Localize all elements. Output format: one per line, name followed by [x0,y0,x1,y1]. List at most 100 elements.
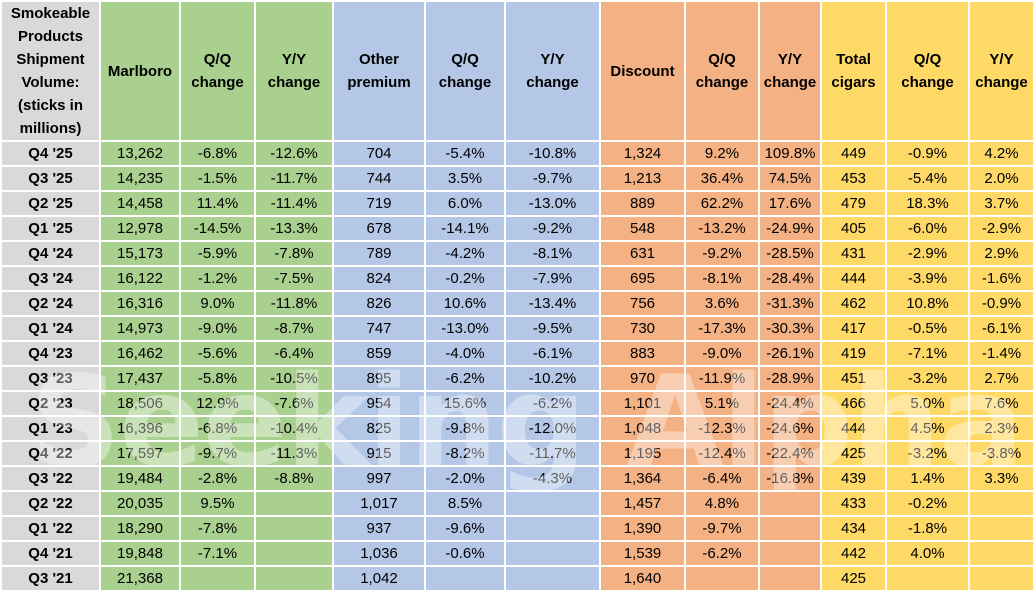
table-cell: -9.0% [686,342,758,365]
table-cell: -13.4% [506,292,599,315]
table-cell: 1,195 [601,442,684,465]
table-cell: -1.5% [181,167,254,190]
table-cell: -0.5% [887,317,968,340]
table-cell: -17.3% [686,317,758,340]
table-cell: 1,048 [601,417,684,440]
table-cell: 997 [334,467,424,490]
table-cell: -30.3% [760,317,820,340]
table-cell: 1,364 [601,467,684,490]
header-row: Smokeable Products Shipment Volume: (sti… [2,2,1033,140]
table-cell: -9.6% [426,517,504,540]
table-cell [506,542,599,565]
row-label: Q4 '21 [2,542,99,565]
table-cell [256,567,332,590]
table-cell: -9.5% [506,317,599,340]
table-cell: 1,457 [601,492,684,515]
row-label: Q2 '22 [2,492,99,515]
table-cell: -5.6% [181,342,254,365]
table-cell: -6.4% [686,467,758,490]
table-cell: 3.6% [686,292,758,315]
table-cell: 789 [334,242,424,265]
table-cell: 11.4% [181,192,254,215]
table-cell: -24.4% [760,392,820,415]
table-cell: 1,539 [601,542,684,565]
table-row: Q2 '23 18,506 12.9% -7.6% 954 15.6% -6.2% 1,101… [2,392,1033,415]
table-cell: 678 [334,217,424,240]
table-cell: -6.2% [506,392,599,415]
table-cell: -2.9% [970,217,1033,240]
table-cell: 3.3% [970,467,1033,490]
table-cell: -6.1% [970,317,1033,340]
table-cell: 16,316 [101,292,179,315]
column-header: Q/Q change [887,2,968,140]
table-cell [970,492,1033,515]
table-cell: 1,036 [334,542,424,565]
table-cell: -5.8% [181,367,254,390]
table-cell: -5.4% [426,142,504,165]
table-cell: -28.5% [760,242,820,265]
table-row: Q2 '22 20,035 9.5% 1,017 8.5% 1,457 4.8% 433 -0.… [2,492,1033,515]
table-cell: 2.7% [970,367,1033,390]
row-label: Q4 '24 [2,242,99,265]
table-cell: -26.1% [760,342,820,365]
table-cell: -0.2% [887,492,968,515]
table-cell: 462 [822,292,885,315]
table-cell: -6.1% [506,342,599,365]
table-cell: -5.9% [181,242,254,265]
table-cell: 3.7% [970,192,1033,215]
table-cell: 915 [334,442,424,465]
table-cell: -9.2% [506,217,599,240]
table-cell: 444 [822,267,885,290]
table-cell: 10.6% [426,292,504,315]
table-cell: 6.0% [426,192,504,215]
table-cell [970,517,1033,540]
table-cell: -11.4% [256,192,332,215]
table-row: Q1 '23 16,396 -6.8% -10.4% 825 -9.8% -12.0% 1,0… [2,417,1033,440]
table-cell: -6.8% [181,417,254,440]
row-label: Q2 '23 [2,392,99,415]
column-header: Y/Y change [760,2,820,140]
table-cell: 4.0% [887,542,968,565]
table-cell: -8.2% [426,442,504,465]
column-header: Q/Q change [426,2,504,140]
table-cell: 1,017 [334,492,424,515]
table-cell [970,567,1033,590]
table-row: Q4 '25 13,262 -6.8% -12.6% 704 -5.4% -10.8% 1,3… [2,142,1033,165]
table-cell: -9.0% [181,317,254,340]
table-cell: 18,290 [101,517,179,540]
table-cell: -1.4% [970,342,1033,365]
table-cell: -6.2% [686,542,758,565]
table-cell: -7.1% [181,542,254,565]
column-header: Discount [601,2,684,140]
table-cell: -8.1% [686,267,758,290]
table-cell: 9.5% [181,492,254,515]
table-cell: 4.2% [970,142,1033,165]
row-label: Q4 '25 [2,142,99,165]
table-cell: 9.0% [181,292,254,315]
table-cell: -2.9% [887,242,968,265]
table-cell: 883 [601,342,684,365]
table-cell: 719 [334,192,424,215]
table-cell: 1,101 [601,392,684,415]
table-cell: 954 [334,392,424,415]
table-row: Q4 '22 17,597 -9.7% -11.3% 915 -8.2% -11.7% 1,1… [2,442,1033,465]
table-cell: -13.2% [686,217,758,240]
table-cell: 16,122 [101,267,179,290]
table-cell: 744 [334,167,424,190]
column-header: Y/Y change [970,2,1033,140]
table-cell: -16.8% [760,467,820,490]
table-cell [760,567,820,590]
table-cell: 756 [601,292,684,315]
row-label: Q3 '24 [2,267,99,290]
table-cell: -6.0% [887,217,968,240]
table-cell: 18.3% [887,192,968,215]
table-cell: 15.6% [426,392,504,415]
table-cell: -3.2% [887,442,968,465]
table-row: Q3 '25 14,235 -1.5% -11.7% 744 3.5% -9.7% 1,213… [2,167,1033,190]
table-cell: -22.4% [760,442,820,465]
table-cell [506,517,599,540]
table-cell: -3.8% [970,442,1033,465]
table-cell: 442 [822,542,885,565]
table-cell: 17,437 [101,367,179,390]
